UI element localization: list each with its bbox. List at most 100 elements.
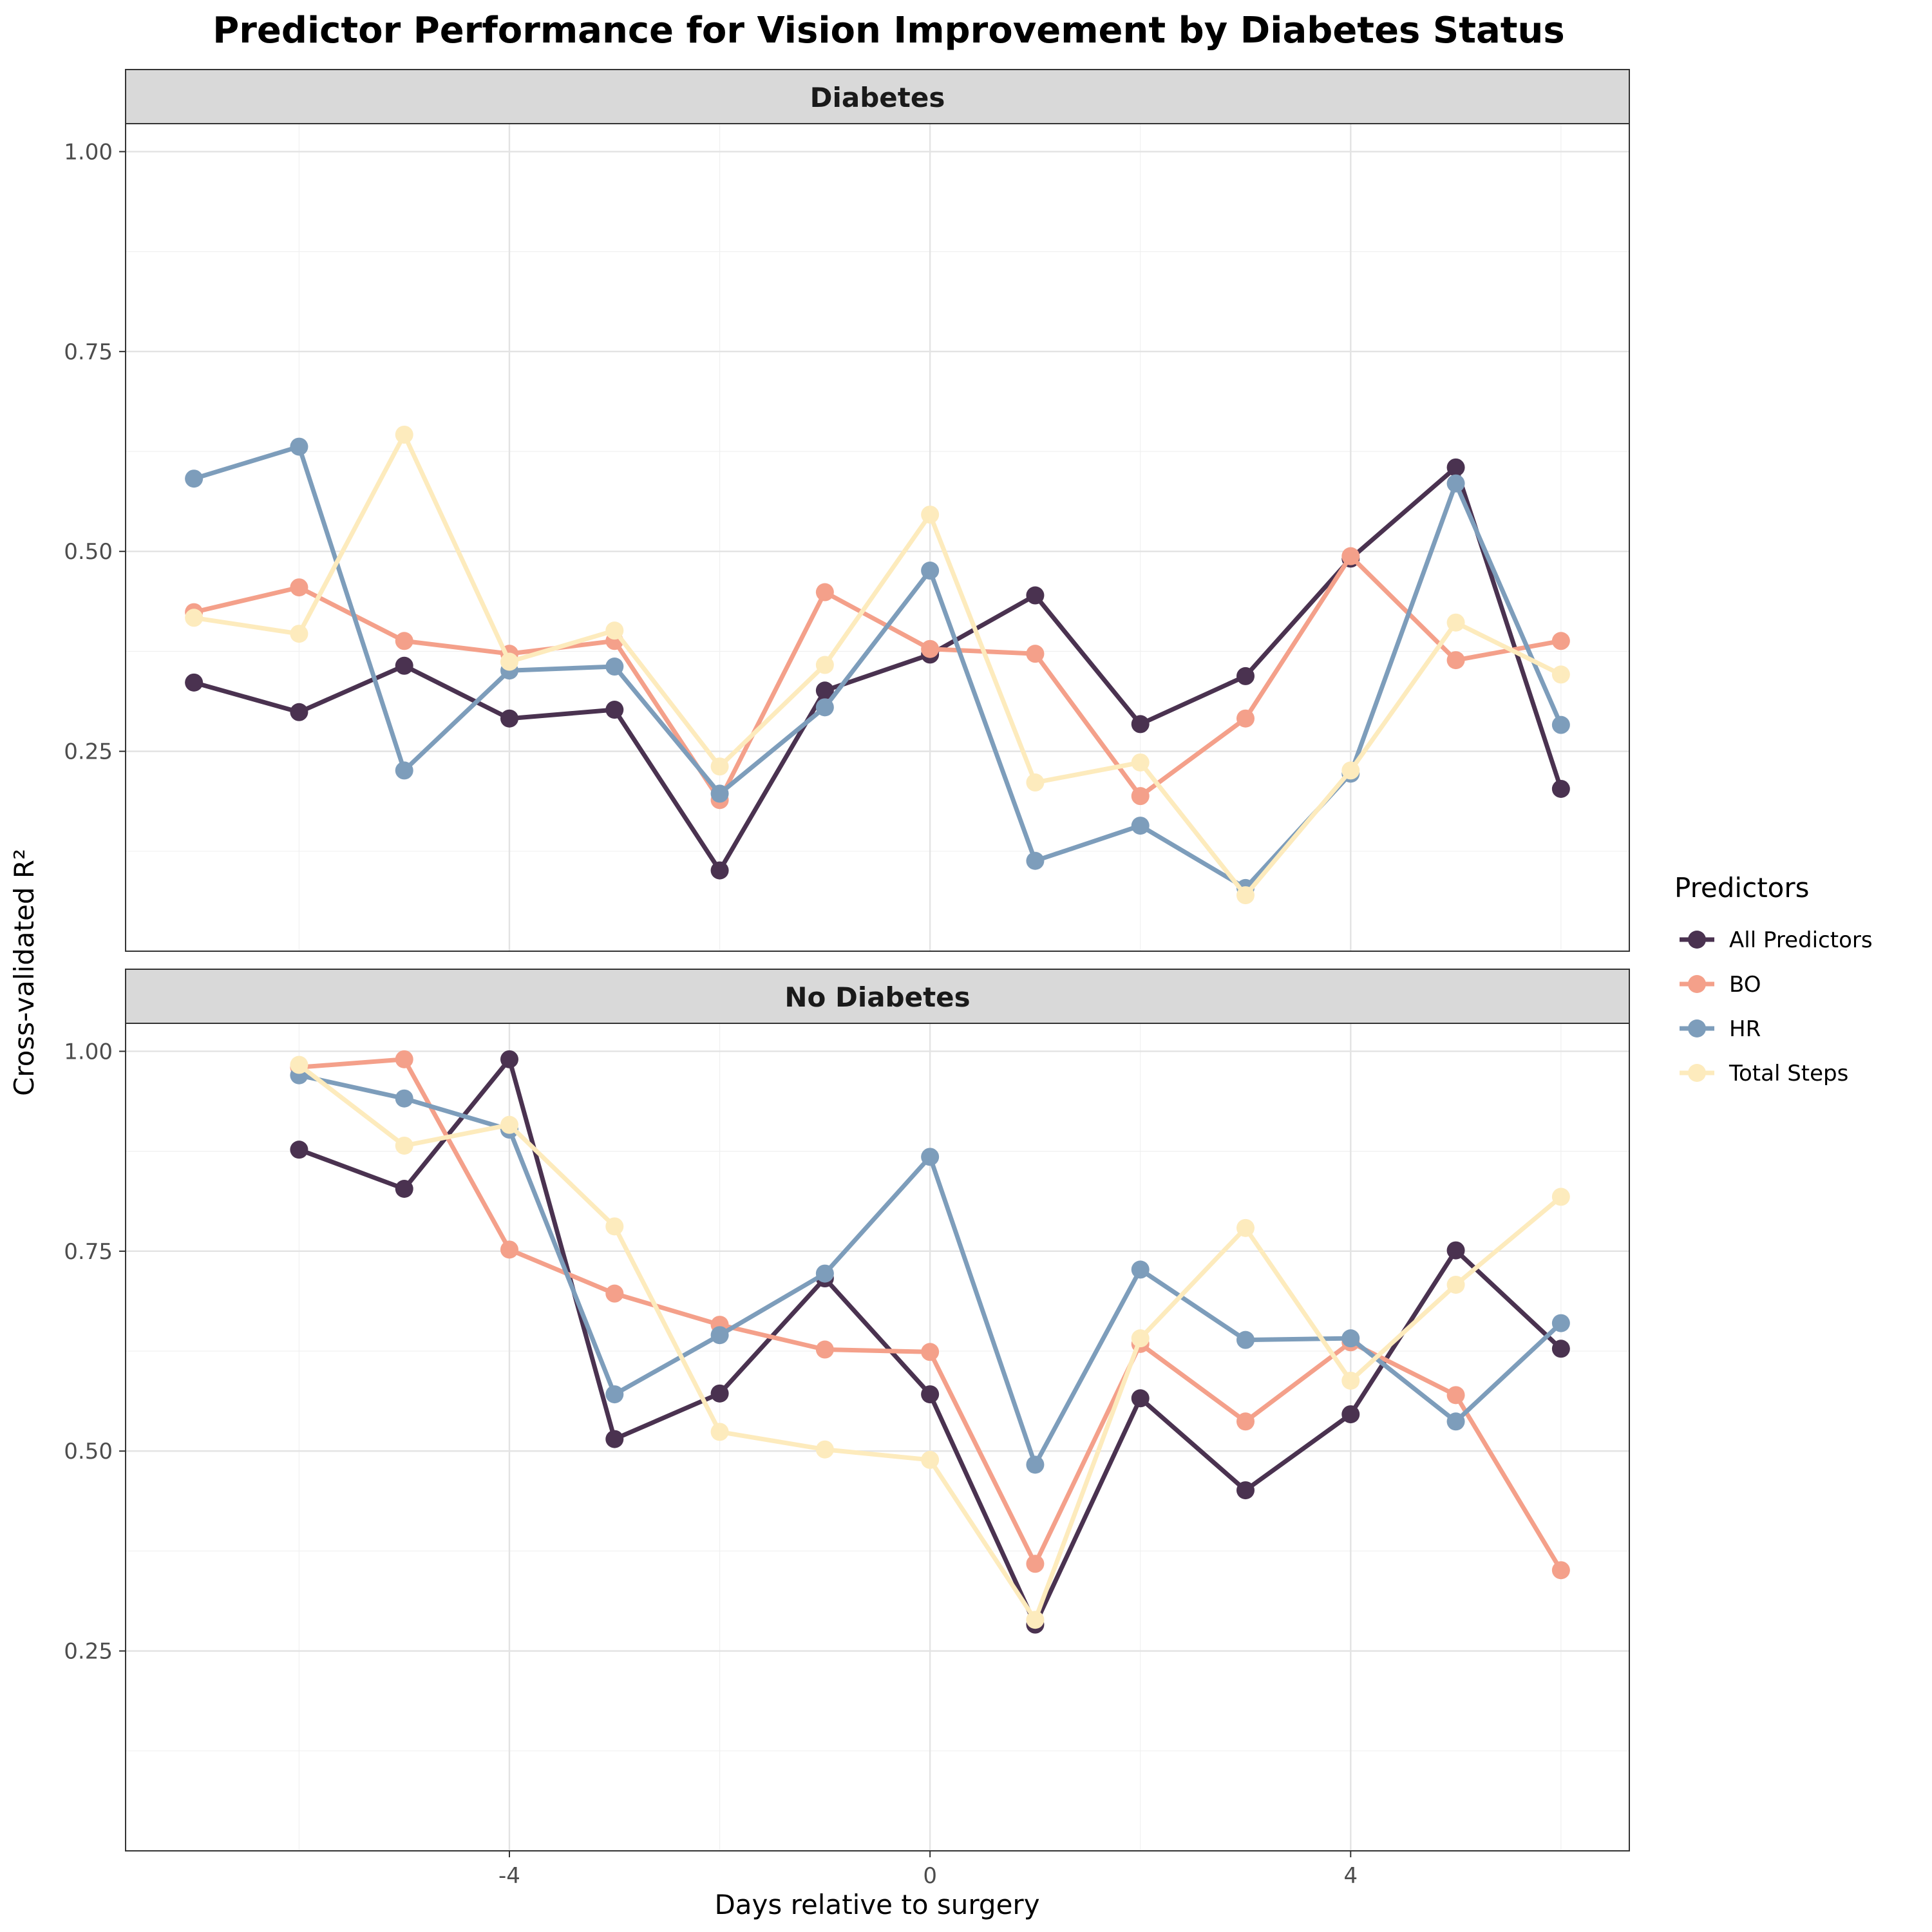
series-line — [191, 432, 1564, 898]
data-point — [605, 1430, 624, 1448]
data-point — [395, 761, 413, 780]
data-point — [290, 625, 308, 643]
data-point — [1341, 1405, 1360, 1424]
data-point — [815, 681, 834, 700]
data-point — [290, 578, 308, 597]
data-point — [1131, 1389, 1150, 1408]
chart-title: Predictor Performance for Vision Improve… — [213, 10, 1564, 52]
data-point — [1551, 632, 1570, 650]
data-point — [1446, 1386, 1465, 1405]
legend-key-point — [1688, 931, 1706, 949]
data-point — [921, 1385, 940, 1404]
data-point — [1446, 1275, 1465, 1294]
y-tick-label: 1.00 — [64, 1039, 113, 1065]
data-point — [1131, 753, 1150, 772]
panel-border — [125, 123, 1630, 952]
legend-label: Total Steps — [1728, 1061, 1848, 1086]
data-point — [921, 1450, 940, 1469]
data-point — [921, 1148, 940, 1166]
data-point — [290, 1056, 308, 1074]
data-point — [921, 562, 940, 580]
y-axis-title: Cross-validated R² — [8, 849, 40, 1096]
data-point — [815, 1264, 834, 1283]
data-point — [1236, 667, 1255, 685]
data-point — [395, 1089, 413, 1108]
facet-panel-2: No Diabetes 0.25 0.50 0.75 1.00 -4 0 4 — [64, 969, 1630, 1889]
data-point — [605, 1284, 624, 1303]
data-point — [1026, 1555, 1045, 1573]
data-point — [185, 609, 204, 627]
data-point — [500, 1115, 518, 1134]
data-point — [1551, 715, 1570, 734]
data-point — [921, 1343, 940, 1361]
data-point — [1131, 787, 1150, 806]
panel-border — [125, 1023, 1630, 1852]
x-axis-title: Days relative to surgery — [714, 1889, 1039, 1920]
data-point — [395, 425, 413, 444]
legend: Predictors All Predictors BO HR Total Steps — [1674, 872, 1873, 1086]
facet-panels: Diabetes 0.25 0.50 0.75 1.00 No Diabetes 0.25 0… — [64, 69, 1630, 1889]
data-point — [710, 1326, 729, 1345]
series-all-predictors — [185, 458, 1570, 880]
data-point — [815, 1440, 834, 1459]
data-point — [1551, 1340, 1570, 1358]
data-point — [1026, 1455, 1045, 1474]
data-point — [1341, 761, 1360, 780]
data-point — [815, 583, 834, 601]
data-point — [290, 703, 308, 721]
legend-entry: Total Steps — [1680, 1061, 1848, 1086]
data-point — [395, 1180, 413, 1198]
data-point — [395, 632, 413, 650]
panel-background — [126, 1023, 1629, 1851]
data-point — [395, 1050, 413, 1068]
data-point — [815, 1340, 834, 1359]
legend-label: All Predictors — [1729, 927, 1873, 953]
data-point — [500, 652, 518, 671]
facet-strip — [125, 69, 1630, 124]
data-point — [605, 621, 624, 640]
legend-key-point — [1688, 975, 1706, 993]
data-point — [1446, 613, 1465, 632]
data-point — [710, 1384, 729, 1403]
data-point — [1131, 1260, 1150, 1279]
data-point — [1131, 817, 1150, 835]
facet-panel-1: Diabetes 0.25 0.50 0.75 1.00 — [64, 69, 1630, 952]
y-tick-label: 0.25 — [64, 739, 113, 765]
data-point — [185, 469, 204, 488]
x-tick-label: 4 — [1343, 1863, 1358, 1889]
data-point — [290, 1141, 308, 1159]
y-tick-label: 0.75 — [64, 1239, 113, 1265]
data-point — [1446, 1412, 1465, 1431]
y-tick-label: 0.50 — [64, 1439, 113, 1464]
legend-label: HR — [1729, 1016, 1761, 1042]
legend-key-point — [1688, 1064, 1706, 1082]
data-point — [1026, 1611, 1045, 1629]
data-point — [1341, 1371, 1360, 1390]
data-point — [1236, 1412, 1255, 1431]
data-point — [500, 1240, 518, 1259]
data-point — [605, 701, 624, 719]
series-line — [191, 465, 1564, 873]
data-point — [1446, 474, 1465, 493]
data-point — [1341, 547, 1360, 565]
data-point — [500, 1050, 518, 1068]
data-point — [1236, 1331, 1255, 1349]
data-point — [290, 437, 308, 456]
data-point — [1446, 651, 1465, 670]
gridlines — [126, 124, 1629, 951]
legend-entry: All Predictors — [1680, 927, 1873, 953]
data-point — [815, 698, 834, 717]
legend-key-point — [1688, 1019, 1706, 1037]
data-point — [1551, 665, 1570, 684]
panel-background — [126, 124, 1629, 951]
series-line — [191, 554, 1564, 802]
y-tick-label: 0.50 — [64, 539, 113, 565]
data-point — [1131, 1329, 1150, 1348]
data-point — [395, 1136, 413, 1155]
facet-strip-label: Diabetes — [810, 82, 945, 113]
data-point — [605, 1385, 624, 1404]
data-point — [710, 757, 729, 776]
data-point — [710, 784, 729, 803]
data-point — [1026, 851, 1045, 870]
